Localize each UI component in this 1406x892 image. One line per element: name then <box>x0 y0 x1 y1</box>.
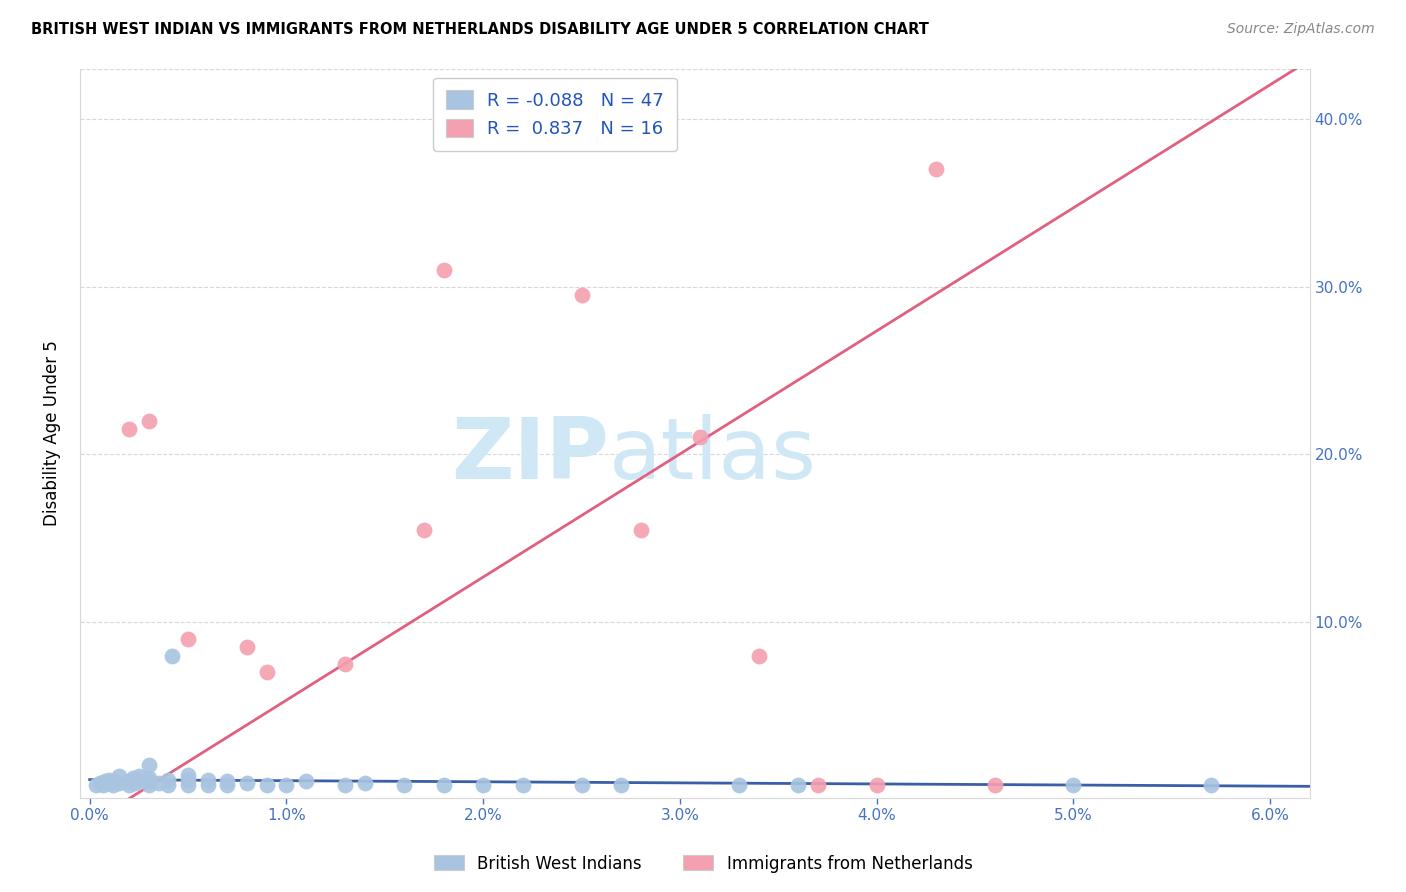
Point <box>162 648 184 663</box>
Point <box>177 632 200 646</box>
Point <box>276 778 298 792</box>
Point <box>138 774 160 789</box>
Point <box>983 778 1005 792</box>
Legend: British West Indians, Immigrants from Netherlands: British West Indians, Immigrants from Ne… <box>427 848 979 880</box>
Point <box>98 772 121 787</box>
Point <box>433 778 456 792</box>
Point <box>394 778 416 792</box>
Point <box>103 778 125 792</box>
Text: BRITISH WEST INDIAN VS IMMIGRANTS FROM NETHERLANDS DISABILITY AGE UNDER 5 CORREL: BRITISH WEST INDIAN VS IMMIGRANTS FROM N… <box>31 22 929 37</box>
Point <box>138 414 160 428</box>
Point <box>256 665 278 680</box>
Point <box>124 776 146 790</box>
Point <box>689 430 711 444</box>
Point <box>787 778 810 792</box>
Point <box>236 776 259 790</box>
Point <box>138 757 160 772</box>
Point <box>610 778 633 792</box>
Point <box>118 422 141 436</box>
Point <box>866 778 889 792</box>
Point <box>128 772 150 787</box>
Point <box>413 523 436 537</box>
Point <box>335 657 357 671</box>
Point <box>98 776 121 790</box>
Point <box>1199 778 1222 792</box>
Point <box>177 772 200 787</box>
Point <box>728 778 751 792</box>
Point <box>93 778 115 792</box>
Point <box>571 778 593 792</box>
Point <box>84 778 107 792</box>
Point <box>118 774 141 789</box>
Point <box>177 778 200 792</box>
Point <box>295 774 318 789</box>
Point <box>128 769 150 783</box>
Point <box>217 774 239 789</box>
Text: atlas: atlas <box>609 414 817 497</box>
Point <box>217 778 239 792</box>
Text: Source: ZipAtlas.com: Source: ZipAtlas.com <box>1227 22 1375 37</box>
Point <box>157 778 180 792</box>
Text: ZIP: ZIP <box>451 414 609 497</box>
Point <box>177 767 200 781</box>
Point <box>335 778 357 792</box>
Point <box>1062 778 1084 792</box>
Point <box>108 769 131 783</box>
Point <box>108 776 131 790</box>
Point <box>197 772 219 787</box>
Point <box>89 776 111 790</box>
Y-axis label: Disability Age Under 5: Disability Age Under 5 <box>44 341 60 526</box>
Point <box>104 774 127 789</box>
Point <box>571 288 593 302</box>
Point <box>748 648 770 663</box>
Point <box>157 772 180 787</box>
Point <box>118 778 141 792</box>
Point <box>94 774 117 789</box>
Point <box>122 771 145 785</box>
Point <box>512 778 534 792</box>
Point <box>236 640 259 654</box>
Point <box>630 523 652 537</box>
Point <box>256 778 278 792</box>
Point <box>138 771 160 785</box>
Point <box>807 778 830 792</box>
Point <box>354 776 377 790</box>
Point <box>433 262 456 277</box>
Point <box>148 776 170 790</box>
Point <box>197 778 219 792</box>
Point <box>472 778 495 792</box>
Point <box>138 778 160 792</box>
Legend: R = -0.088   N = 47, R =  0.837   N = 16: R = -0.088 N = 47, R = 0.837 N = 16 <box>433 78 676 151</box>
Point <box>925 162 948 177</box>
